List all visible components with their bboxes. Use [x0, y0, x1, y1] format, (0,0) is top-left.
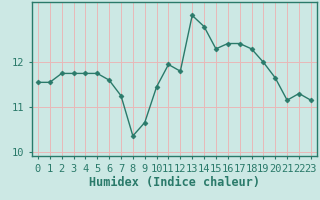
X-axis label: Humidex (Indice chaleur): Humidex (Indice chaleur) [89, 176, 260, 189]
